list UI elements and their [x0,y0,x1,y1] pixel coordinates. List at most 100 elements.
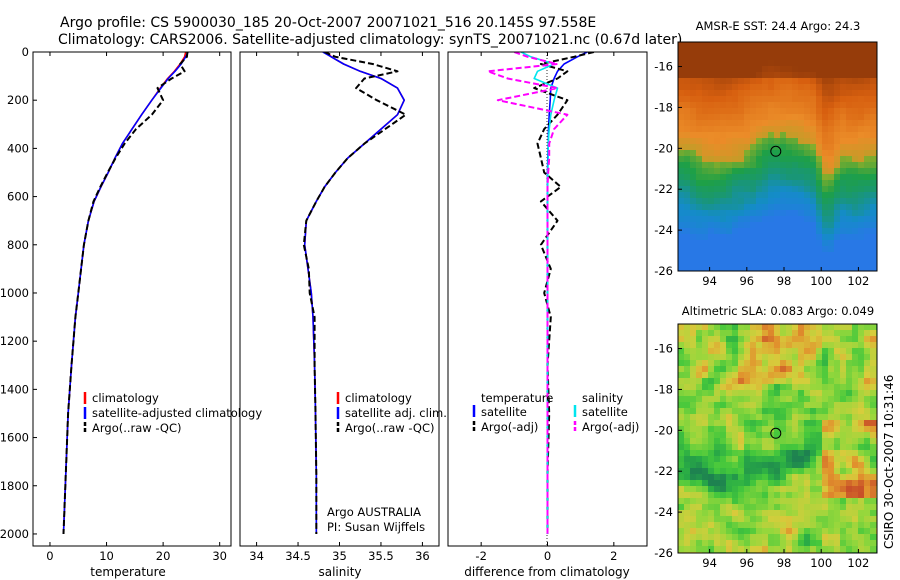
sst_map-cell [864,162,871,169]
sla_map-cell [822,528,829,535]
sst_map-cell [810,72,817,79]
sla_map-cell [738,384,745,391]
sla_map-cell [864,402,871,409]
sst_map-cell [870,108,877,115]
sst_map-cell [738,114,745,121]
sst_map-cell [804,186,811,193]
sst_map-cell [720,192,727,199]
sla_map-cell [798,444,805,451]
sst_map-cell [690,246,697,253]
sst_map-cell [804,246,811,253]
sla_map-cell [840,462,847,469]
sla_map-cell [726,510,733,517]
sla_map-cell [780,330,787,337]
sst_map-cell [798,84,805,91]
sla_map-cell [726,480,733,487]
sla_map-cell [834,330,841,337]
sst_map-cell [684,204,691,211]
sla_map-cell [792,462,799,469]
sla_map-cell [690,396,697,403]
sst_map-cell [708,162,715,169]
sla_map-cell [816,462,823,469]
sst_map-cell [678,144,685,151]
sla_map-cell [702,384,709,391]
sst_map-cell [756,108,763,115]
sst_map-cell [804,120,811,127]
sla_map-cell [714,426,721,433]
sla_map-cell [804,528,811,535]
sst_map-cell [762,102,769,109]
sla_map-cell [864,432,871,439]
sst_map-cell [690,180,697,187]
sla_map-cell [732,498,739,505]
sla_map-cell [762,420,769,427]
sst_map-cell [696,264,703,271]
sst_map-cell [732,192,739,199]
sst_map-cell [726,258,733,265]
sla_map-cell [822,492,829,499]
sst_map-cell [696,216,703,223]
sst_map-cell [798,102,805,109]
sst_map-cell [678,132,685,139]
sst_map-cell [840,144,847,151]
sst_map-cell [786,72,793,79]
sla_map-cell [870,522,877,529]
sst_map-cell [804,78,811,85]
sla_map-cell [750,444,757,451]
sla_map-cell [678,540,685,547]
sst_map-cell [786,186,793,193]
sla_map-cell [702,498,709,505]
sla_map-cell [714,510,721,517]
sla_map-cell [768,396,775,403]
sla_map-cell [696,522,703,529]
sst_map-cell [750,102,757,109]
sst_map-cell [810,210,817,217]
sla_map-cell [804,432,811,439]
sst_map-cell [750,240,757,247]
sst_map-cell [756,156,763,163]
sla_map-cell [690,402,697,409]
sst_map-cell [768,180,775,187]
sla_map-cell [846,384,853,391]
sla_map-cell [828,510,835,517]
sla_map-cell [708,444,715,451]
sla_map-cell [870,540,877,547]
sst_map-cell [750,42,757,49]
sst_map-cell [804,84,811,91]
sla_map-cell [714,522,721,529]
sst_map-cell [810,216,817,223]
sla_map-cell [828,342,835,349]
sla_map-cell [750,510,757,517]
sla_map-cell [726,468,733,475]
sst_map-cell [840,252,847,259]
sst_map-cell [846,264,853,271]
sst_map-cell [690,144,697,151]
sla_map-cell [708,402,715,409]
sst_map-cell [780,54,787,61]
sla_map-cell [726,426,733,433]
sla_map-cell [870,516,877,523]
sla_map-cell [774,420,781,427]
sla_map-cell [696,516,703,523]
sst_map-cell [852,228,859,235]
sla_map-cell [870,372,877,379]
sst_map-cell [762,126,769,133]
sst_map-cell [834,204,841,211]
sst_map-cell [690,96,697,103]
sst_map-cell [780,264,787,271]
sst_map-cell [810,108,817,115]
sla_map-cell [762,486,769,493]
sla_map-cell [816,456,823,463]
sla_map-cell [708,540,715,547]
sst_map-cell [732,180,739,187]
sla_map-cell [798,354,805,361]
sla_map-cell [846,546,853,553]
sst_map-cell [798,222,805,229]
sla_map-cell [810,516,817,523]
sla_map-cell [810,324,817,331]
sla_map-cell [786,378,793,385]
sst_map-cell [774,192,781,199]
sla_map-cell [852,432,859,439]
sla_map-cell [744,474,751,481]
sst_map-cell [810,222,817,229]
